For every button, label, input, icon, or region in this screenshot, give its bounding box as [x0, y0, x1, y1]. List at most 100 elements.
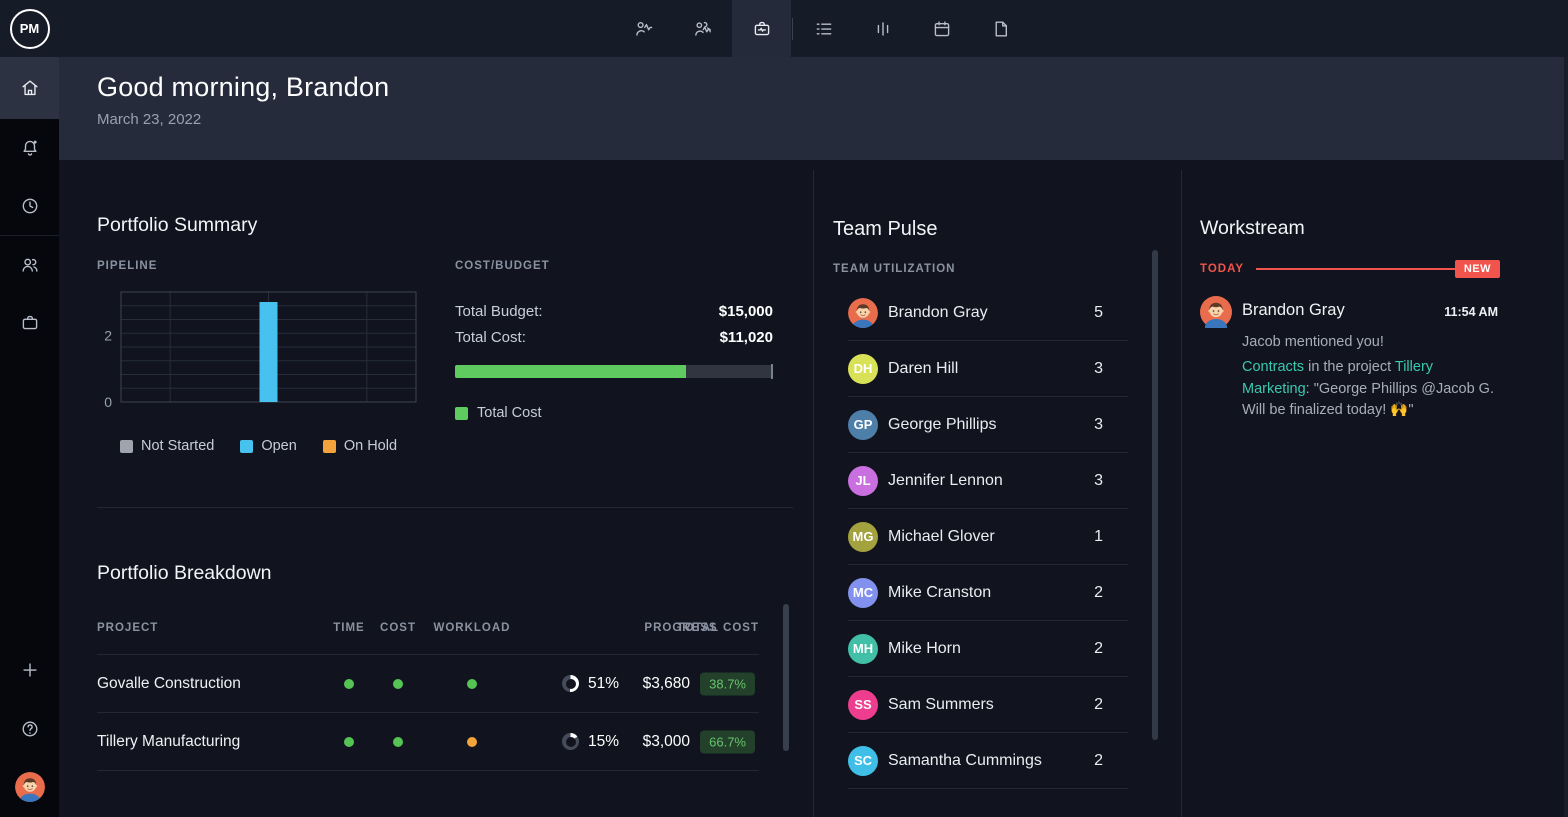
table-body: Govalle Construction 51% $3,680 38.7% Tiller… [97, 655, 759, 771]
workstream-author[interactable]: Brandon Gray [1242, 301, 1345, 319]
table-header-divider [97, 654, 759, 655]
team-member-row[interactable]: MC Mike Cranston 2 [848, 565, 1128, 621]
total-cost-value: $11,020 [719, 328, 773, 346]
portfolio-summary-title: Portfolio Summary [97, 214, 258, 237]
project-row[interactable]: Govalle Construction 51% $3,680 38.7% [97, 655, 759, 713]
user-activity-icon [633, 18, 655, 40]
team-member-row[interactable]: DH Daren Hill 3 [848, 341, 1128, 397]
pm-logo[interactable]: PM [0, 0, 59, 57]
legend-item-on-hold: On Hold [322, 438, 397, 454]
sidebar-divider [0, 235, 59, 236]
sidebar-item-briefcase[interactable] [0, 294, 59, 352]
users-icon [19, 254, 41, 276]
col-header-total-cost: TOTAL COST [676, 622, 759, 634]
total-cost-swatch [455, 406, 468, 420]
sidebar-top-group [0, 57, 59, 352]
task-link[interactable]: Contracts [1242, 359, 1305, 375]
budget-progress-endcap [771, 364, 773, 379]
mention-rest-text: : "George Phillips @Jacob G. Will be fin… [1242, 380, 1494, 419]
budget-progress-fill [455, 365, 686, 378]
help-icon [19, 718, 41, 740]
topbar-tab-calendar[interactable] [912, 0, 971, 57]
topbar-tab-user-activity[interactable] [614, 0, 673, 57]
today-row: TODAY NEW [1200, 260, 1500, 278]
member-task-count: 3 [1094, 471, 1103, 489]
sidebar-item-home[interactable] [0, 57, 59, 119]
col-header-project: PROJECT [97, 622, 159, 634]
sidebar-item-bell[interactable] [0, 119, 59, 177]
board-icon [872, 18, 894, 40]
budget-percent-badge: 66.7% [700, 730, 755, 753]
topbar-tab-document[interactable] [971, 0, 1030, 57]
cost-budget-block: COST/BUDGET Total Budget: $15,000 Total … [455, 260, 773, 421]
plus-icon [19, 659, 41, 681]
page-header: Good morning, Brandon March 23, 2022 [59, 57, 1568, 160]
team-member-row[interactable]: MG Michael Glover 1 [848, 509, 1128, 565]
total-cost-value: $3,680 [642, 674, 690, 692]
team-list-scrollbar[interactable] [1152, 250, 1158, 740]
team-member-row[interactable]: SC Samantha Cummings 2 [848, 733, 1128, 789]
team-member-row[interactable]: SS Sam Summers 2 [848, 677, 1128, 733]
project-row[interactable]: Tillery Manufacturing 15% $3,000 66.7% [97, 713, 759, 771]
cost-budget-label: COST/BUDGET [455, 260, 550, 272]
briefcase-icon [19, 312, 41, 334]
member-name: Mike Cranston [888, 583, 992, 601]
member-name: Mike Horn [888, 639, 961, 657]
legend-label: Not Started [141, 438, 215, 454]
team-member-row[interactable]: MH Mike Horn 2 [848, 621, 1128, 677]
bell-icon [19, 137, 41, 159]
member-name: Michael Glover [888, 527, 995, 545]
legend-item-open: Open [240, 438, 297, 454]
topbar-tab-list[interactable] [794, 0, 853, 57]
workstream-avatar[interactable] [1200, 296, 1232, 328]
team-utilization-list: Brandon Gray 5 DH Daren Hill 3 GP George Phill… [833, 285, 1128, 789]
portfolio-icon [751, 18, 773, 40]
total-budget-row: Total Budget: $15,000 [455, 298, 773, 324]
legend-label: Open [261, 438, 297, 454]
team-member-row[interactable]: JL Jennifer Lennon 3 [848, 453, 1128, 509]
portfolio-breakdown-title: Portfolio Breakdown [97, 562, 272, 585]
sidebar-item-user-avatar[interactable] [0, 772, 59, 802]
member-task-count: 2 [1094, 751, 1103, 769]
sidebar-item-help[interactable] [0, 714, 59, 744]
cost-status-dot [393, 678, 403, 689]
legend-swatch [240, 439, 254, 453]
list-icon [813, 18, 835, 40]
topbar-tab-board[interactable] [853, 0, 912, 57]
pm-logo-circle: PM [9, 8, 50, 49]
workstream-timestamp: 11:54 AM [1444, 305, 1498, 319]
topbar-tab-portfolio[interactable] [732, 0, 791, 57]
user-avatar [14, 772, 45, 802]
page-title: Good morning, Brandon [97, 72, 390, 102]
team-member-row[interactable]: Brandon Gray 5 [848, 285, 1128, 341]
calendar-icon [931, 18, 953, 40]
cost-legend: Total Cost [455, 405, 773, 421]
member-name: Brandon Gray [888, 303, 988, 321]
document-icon [990, 18, 1012, 40]
progress-ring [562, 733, 579, 750]
member-task-count: 2 [1094, 695, 1103, 713]
table-scrollbar[interactable] [783, 604, 789, 751]
total-budget-label: Total Budget: [455, 302, 543, 320]
sidebar-item-users[interactable] [0, 236, 59, 294]
pm-logo-text: PM [19, 21, 40, 36]
member-avatar: SC [848, 745, 878, 776]
project-link[interactable]: Tillery Marketing [1242, 359, 1434, 397]
member-avatar: JL [848, 465, 878, 496]
project-name: Tillery Manufacturing [97, 732, 241, 750]
pipeline-legend: Not Started Open On Hold [120, 438, 397, 454]
mention-body: Contracts in the project Tillery Marketi… [1242, 357, 1494, 422]
member-avatar: DH [848, 353, 878, 384]
sidebar-item-clock[interactable] [0, 177, 59, 235]
topbar-nav [614, 0, 1030, 57]
member-name: Jennifer Lennon [888, 471, 1003, 489]
section-divider [97, 507, 793, 508]
member-task-count: 5 [1094, 303, 1103, 321]
page-scrollbar[interactable] [1564, 57, 1568, 817]
team-member-row[interactable]: GP George Phillips 3 [848, 397, 1128, 453]
team-activity-icon [692, 18, 714, 40]
topbar-tab-team-activity[interactable] [673, 0, 732, 57]
col-header-cost: COST [380, 622, 416, 634]
sidebar-item-plus[interactable] [0, 655, 59, 685]
